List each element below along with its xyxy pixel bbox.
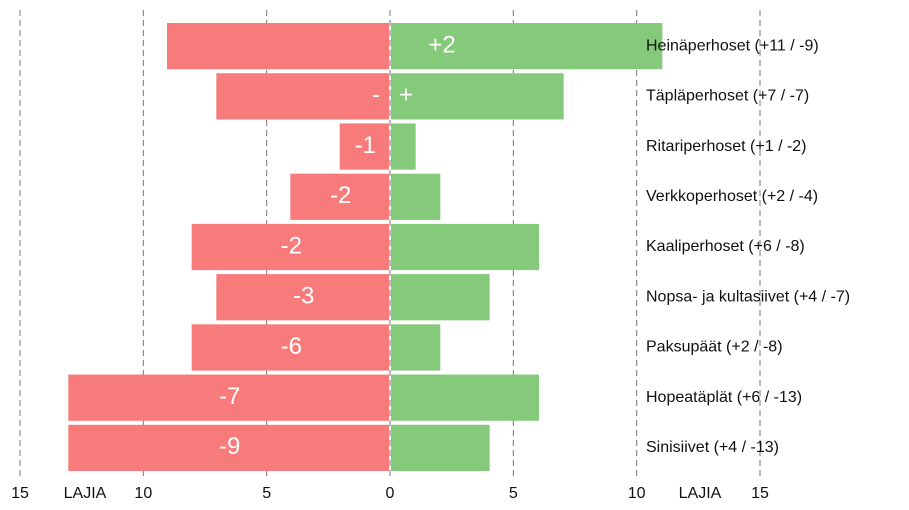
net-label: -7 <box>219 383 240 410</box>
x-tick-label: 10 <box>628 485 646 502</box>
bar <box>391 274 490 321</box>
bar <box>290 173 389 220</box>
category-label: Täpläperhoset (+7 / -7) <box>646 88 809 105</box>
bar <box>391 374 539 421</box>
net-label: +2 <box>428 31 455 58</box>
category-label: Heinäperhoset (+11 / -9) <box>646 37 819 54</box>
net-label: -3 <box>293 283 314 310</box>
bar <box>391 73 564 120</box>
x-tick-label: 15 <box>751 485 769 502</box>
net-label: - <box>372 82 380 109</box>
net-label: + <box>399 82 413 109</box>
bar <box>339 123 389 170</box>
category-label: Nopsa- ja kultasiivet (+4 / -7) <box>646 288 850 305</box>
bar <box>68 374 389 421</box>
net-label: -6 <box>281 333 302 360</box>
bar <box>216 73 389 120</box>
category-label: Ritariperhoset (+1 / -2) <box>646 138 807 155</box>
bar <box>391 223 539 271</box>
x-axis-label: LAJIA <box>64 485 107 502</box>
bar <box>216 274 389 321</box>
bar <box>391 324 441 371</box>
x-tick-label: 15 <box>11 485 29 502</box>
bar <box>391 424 490 471</box>
net-label: -1 <box>355 132 376 159</box>
bar <box>68 424 389 471</box>
net-label: -2 <box>281 232 302 259</box>
bar <box>167 23 389 70</box>
x-axis-label: LAJIA <box>679 485 722 502</box>
category-label: Paksupäät (+2 / -8) <box>646 339 783 356</box>
bar <box>391 173 441 220</box>
bar <box>191 324 389 371</box>
category-label: Sinisiivet (+4 / -13) <box>646 439 779 456</box>
bar <box>191 223 389 271</box>
net-label: -2 <box>330 182 351 209</box>
category-label: Kaaliperhoset (+6 / -8) <box>646 238 805 255</box>
x-tick-label: 0 <box>386 485 395 502</box>
x-tick-label: 10 <box>134 485 152 502</box>
x-tick-label: 5 <box>509 485 518 502</box>
bar <box>391 23 663 70</box>
net-label: -9 <box>219 433 240 460</box>
bar <box>391 123 416 170</box>
category-label: Hopeatäplät (+6 / -13) <box>646 389 802 406</box>
x-tick-label: 5 <box>262 485 271 502</box>
category-label: Verkkoperhoset (+2 / -4) <box>646 188 818 205</box>
